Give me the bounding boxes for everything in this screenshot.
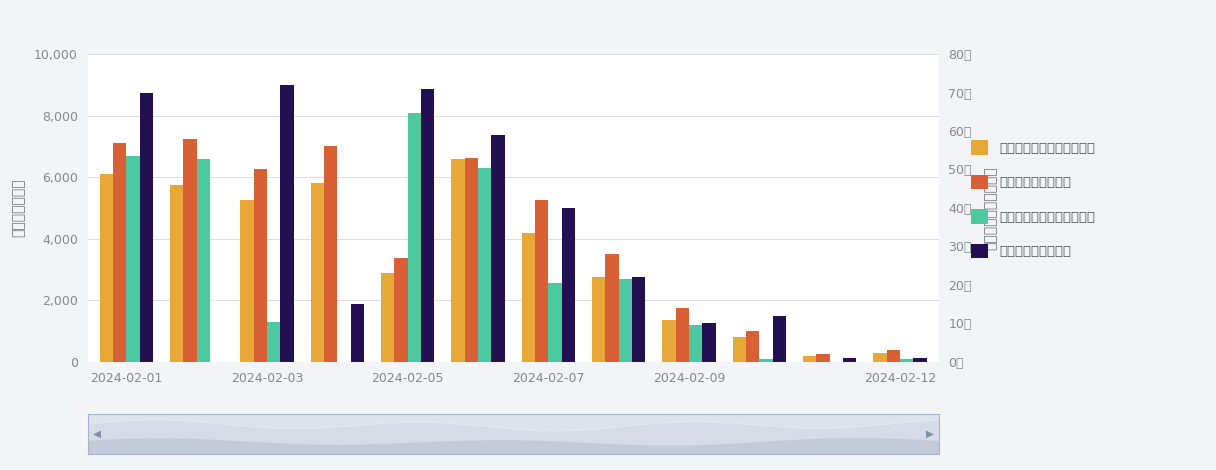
Bar: [126, 156, 140, 362]
Bar: [323, 147, 337, 362]
Bar: [592, 277, 606, 362]
Bar: [606, 254, 619, 362]
Bar: [703, 323, 716, 362]
Bar: [184, 139, 197, 362]
Bar: [759, 359, 772, 362]
Bar: [465, 158, 478, 362]
Bar: [886, 350, 900, 362]
Bar: [407, 112, 421, 362]
Bar: [491, 135, 505, 362]
Bar: [843, 358, 856, 362]
Bar: [663, 321, 676, 362]
Bar: [113, 142, 126, 362]
Bar: [900, 359, 913, 362]
Bar: [478, 168, 491, 362]
Bar: [241, 200, 254, 362]
Bar: [732, 337, 745, 362]
Text: ◀: ◀: [92, 429, 101, 439]
Bar: [100, 174, 113, 362]
Bar: [254, 170, 268, 362]
Bar: [873, 352, 886, 362]
Bar: [772, 316, 786, 362]
Bar: [676, 308, 689, 362]
Bar: [268, 322, 281, 362]
Bar: [632, 277, 646, 362]
Bar: [548, 283, 562, 362]
Bar: [197, 159, 210, 362]
Y-axis label: 商品住房成交酷（套）: 商品住房成交酷（套）: [983, 166, 997, 250]
Bar: [140, 93, 153, 362]
Bar: [394, 258, 407, 362]
Bar: [421, 89, 434, 362]
Bar: [562, 208, 575, 362]
Bar: [689, 325, 703, 362]
Bar: [310, 183, 323, 362]
Bar: [745, 331, 759, 362]
Bar: [913, 358, 927, 362]
Legend: 一手房成交面积（平方米）, 一手房成交酷（套）, 二手房成交面积（平方米）, 二手房成交酷（套）: 一手房成交面积（平方米）, 一手房成交酷（套）, 二手房成交面积（平方米）, 二…: [967, 136, 1099, 262]
Bar: [281, 85, 294, 362]
Bar: [619, 279, 632, 362]
Text: ▶: ▶: [925, 429, 934, 439]
Bar: [170, 185, 184, 362]
Bar: [522, 233, 535, 362]
Bar: [535, 200, 548, 362]
Bar: [350, 304, 364, 362]
Bar: [381, 273, 394, 362]
Bar: [451, 159, 465, 362]
Bar: [816, 354, 829, 362]
Y-axis label: 面积（平方米）: 面积（平方米）: [12, 179, 26, 237]
Bar: [803, 356, 816, 362]
